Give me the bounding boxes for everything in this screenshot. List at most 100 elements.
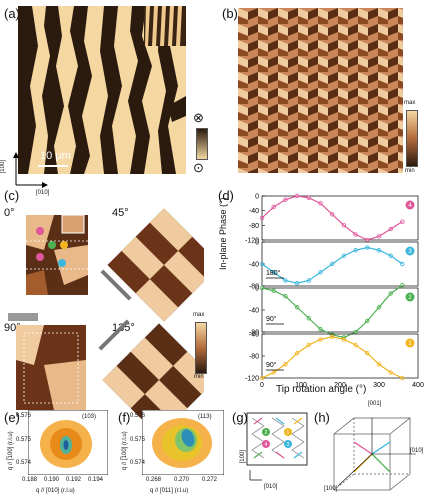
data-point [388, 370, 393, 375]
y-tick-label: -120 [245, 238, 259, 245]
into-page-symbol: ⊗ [193, 110, 204, 125]
data-point [294, 351, 300, 356]
panel-b-label: (b) [222, 6, 238, 21]
panel-c-images [8, 208, 204, 435]
panel-d-chart: 0-40-80-12040-40-803180°0-40-80290°-40-8… [245, 194, 424, 390]
panel-e-ylabel: q // [̅100] (r.l.u) [8, 431, 14, 470]
x-tick-label: 100 [295, 382, 307, 389]
panel-f-ytick: 0.575 [130, 437, 146, 443]
data-point [400, 261, 405, 267]
data-point [283, 362, 288, 367]
panel-a-axes [13, 152, 48, 188]
data-point [259, 375, 265, 381]
data-point [365, 318, 370, 324]
data-point [329, 261, 335, 267]
out-page-symbol: ⊙ [193, 160, 204, 175]
subplot-frame [261, 333, 419, 379]
panel-h-axis-010: [010] [410, 448, 424, 454]
panel-b-image [238, 8, 403, 173]
y-tick-label: 0 [255, 286, 259, 293]
x-tick-label: 300 [373, 382, 385, 389]
panel-d-xlabel: Tip rotation angle (°) [276, 384, 367, 395]
y-tick-label: -40 [249, 208, 259, 215]
axis-up-label: [̅100] [0, 160, 6, 174]
panel-e-xtick: 0.194 [88, 477, 104, 483]
data-point [400, 283, 405, 288]
x-tick-label: 200 [334, 382, 346, 389]
panel-f-label: (f) [118, 410, 131, 425]
panel-h-cube [333, 417, 416, 491]
panel-a-label: (a) [4, 6, 20, 21]
subplot-frame [261, 195, 419, 241]
angle-45: 45° [112, 207, 129, 219]
data-point [341, 223, 347, 228]
panel-e-peak: (103) [82, 414, 97, 420]
panel-f-xtick: 0.268 [146, 477, 162, 483]
panel-d-label: (d) [218, 188, 234, 203]
domain-badge [405, 200, 415, 210]
y-tick-label: -80 [249, 354, 259, 361]
data-point [271, 270, 276, 275]
data-point [353, 342, 358, 348]
data-point [271, 288, 276, 293]
data-point [259, 261, 265, 267]
panel-e-ytick: 0.575 [16, 437, 32, 443]
data-point [329, 334, 335, 339]
data-point [388, 291, 393, 296]
data-point [283, 278, 288, 283]
panel-e-map [28, 410, 108, 475]
panel-c-label: (c) [4, 188, 20, 203]
data-point [388, 226, 393, 232]
fit-curve [261, 195, 403, 241]
y-tick-label: -80 [249, 330, 259, 337]
panel-a-colorbar [196, 128, 208, 160]
angle-0: 0° [4, 207, 15, 219]
panel-c-colorbar [195, 322, 207, 374]
data-point [283, 197, 288, 202]
y-tick-label: -40 [249, 308, 259, 315]
data-point [318, 327, 323, 332]
panel-f-ytick: 0.576 [130, 413, 146, 419]
data-point [306, 316, 311, 321]
data-point [400, 219, 405, 224]
panel-g-axis-up: [̅100] [240, 450, 246, 464]
rotation-annotation: 180° [266, 269, 281, 277]
panel-f-xtick: 0.272 [202, 477, 218, 483]
domain-badge-label: 4 [408, 203, 412, 209]
data-point [271, 204, 276, 210]
domain-1-label: 1 [287, 430, 290, 436]
domain-2-label: 2 [265, 430, 268, 436]
axis-right-label: [010] [36, 190, 50, 196]
scalebar-label: 10 μm [40, 150, 71, 162]
x-tick-label: 400 [412, 382, 424, 389]
panel-e-ytick: 0.574 [16, 460, 32, 466]
y-tick-label: -40 [249, 262, 259, 269]
rotation-annotation: 90° [266, 315, 277, 323]
y-tick-label: 0 [255, 194, 259, 201]
panel-d-ylabel: In-plane Phase (°) [218, 197, 228, 270]
panel-h-axis-001: [001] [368, 401, 382, 407]
data-point [306, 278, 311, 283]
panel-f-map [142, 410, 224, 475]
panel-f-ylabel: q // [̅100] (r.l.u) [122, 431, 128, 470]
panel-c-cbar-min: min [194, 374, 204, 380]
data-point [400, 375, 405, 381]
panel-e-xlabel: q // [010] (r.l.u) [36, 488, 75, 494]
panel-e-xtick: 0.192 [66, 477, 82, 483]
data-point [353, 232, 358, 237]
data-point [259, 215, 265, 221]
x-tick-label: 0 [260, 382, 264, 389]
domain-badge-label: 2 [408, 295, 412, 301]
data-point [259, 285, 265, 291]
data-point [376, 248, 382, 253]
panel-e-xtick: 0.188 [22, 477, 38, 483]
panel-e-label: (e) [4, 410, 20, 425]
domain-badge [405, 338, 415, 348]
subplot-frame [261, 241, 419, 287]
data-point [365, 351, 370, 356]
panel-g-axis-right: [010] [264, 484, 278, 490]
data-point [365, 245, 370, 250]
domain-badge [405, 292, 415, 302]
y-tick-label: -120 [245, 376, 259, 383]
panel-b-cbar-min: min [405, 168, 415, 174]
